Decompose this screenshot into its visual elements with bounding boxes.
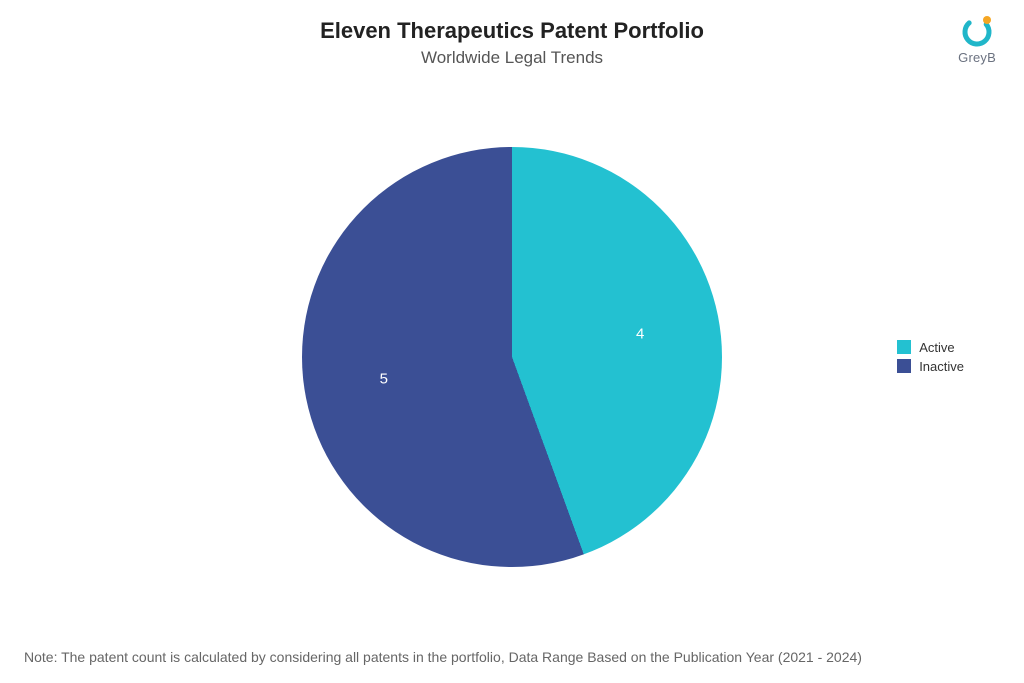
slice-value-active: 4 (636, 325, 644, 342)
brand-logo-text: GreyB (958, 50, 996, 65)
legend: Active Inactive (897, 336, 964, 378)
legend-swatch-active (897, 340, 911, 354)
chart-area: 45 ActiveInactive (0, 100, 1024, 613)
chart-subtitle: Worldwide Legal Trends (0, 48, 1024, 68)
legend-label-inactive: Inactive (919, 359, 964, 374)
legend-item-active: Active (897, 340, 964, 355)
legend-item-inactive: Inactive (897, 359, 964, 374)
legend-swatch-inactive (897, 359, 911, 373)
pie-chart: 45 (302, 147, 722, 567)
chart-header: Eleven Therapeutics Patent Portfolio Wor… (0, 0, 1024, 68)
chart-title: Eleven Therapeutics Patent Portfolio (0, 18, 1024, 44)
brand-logo-icon (959, 12, 995, 48)
pie-wrap: 45 (302, 147, 722, 567)
slice-value-inactive: 5 (380, 371, 388, 388)
chart-container: GreyB Eleven Therapeutics Patent Portfol… (0, 0, 1024, 683)
legend-label-active: Active (919, 340, 954, 355)
brand-logo: GreyB (958, 12, 996, 65)
footnote: Note: The patent count is calculated by … (24, 649, 862, 665)
